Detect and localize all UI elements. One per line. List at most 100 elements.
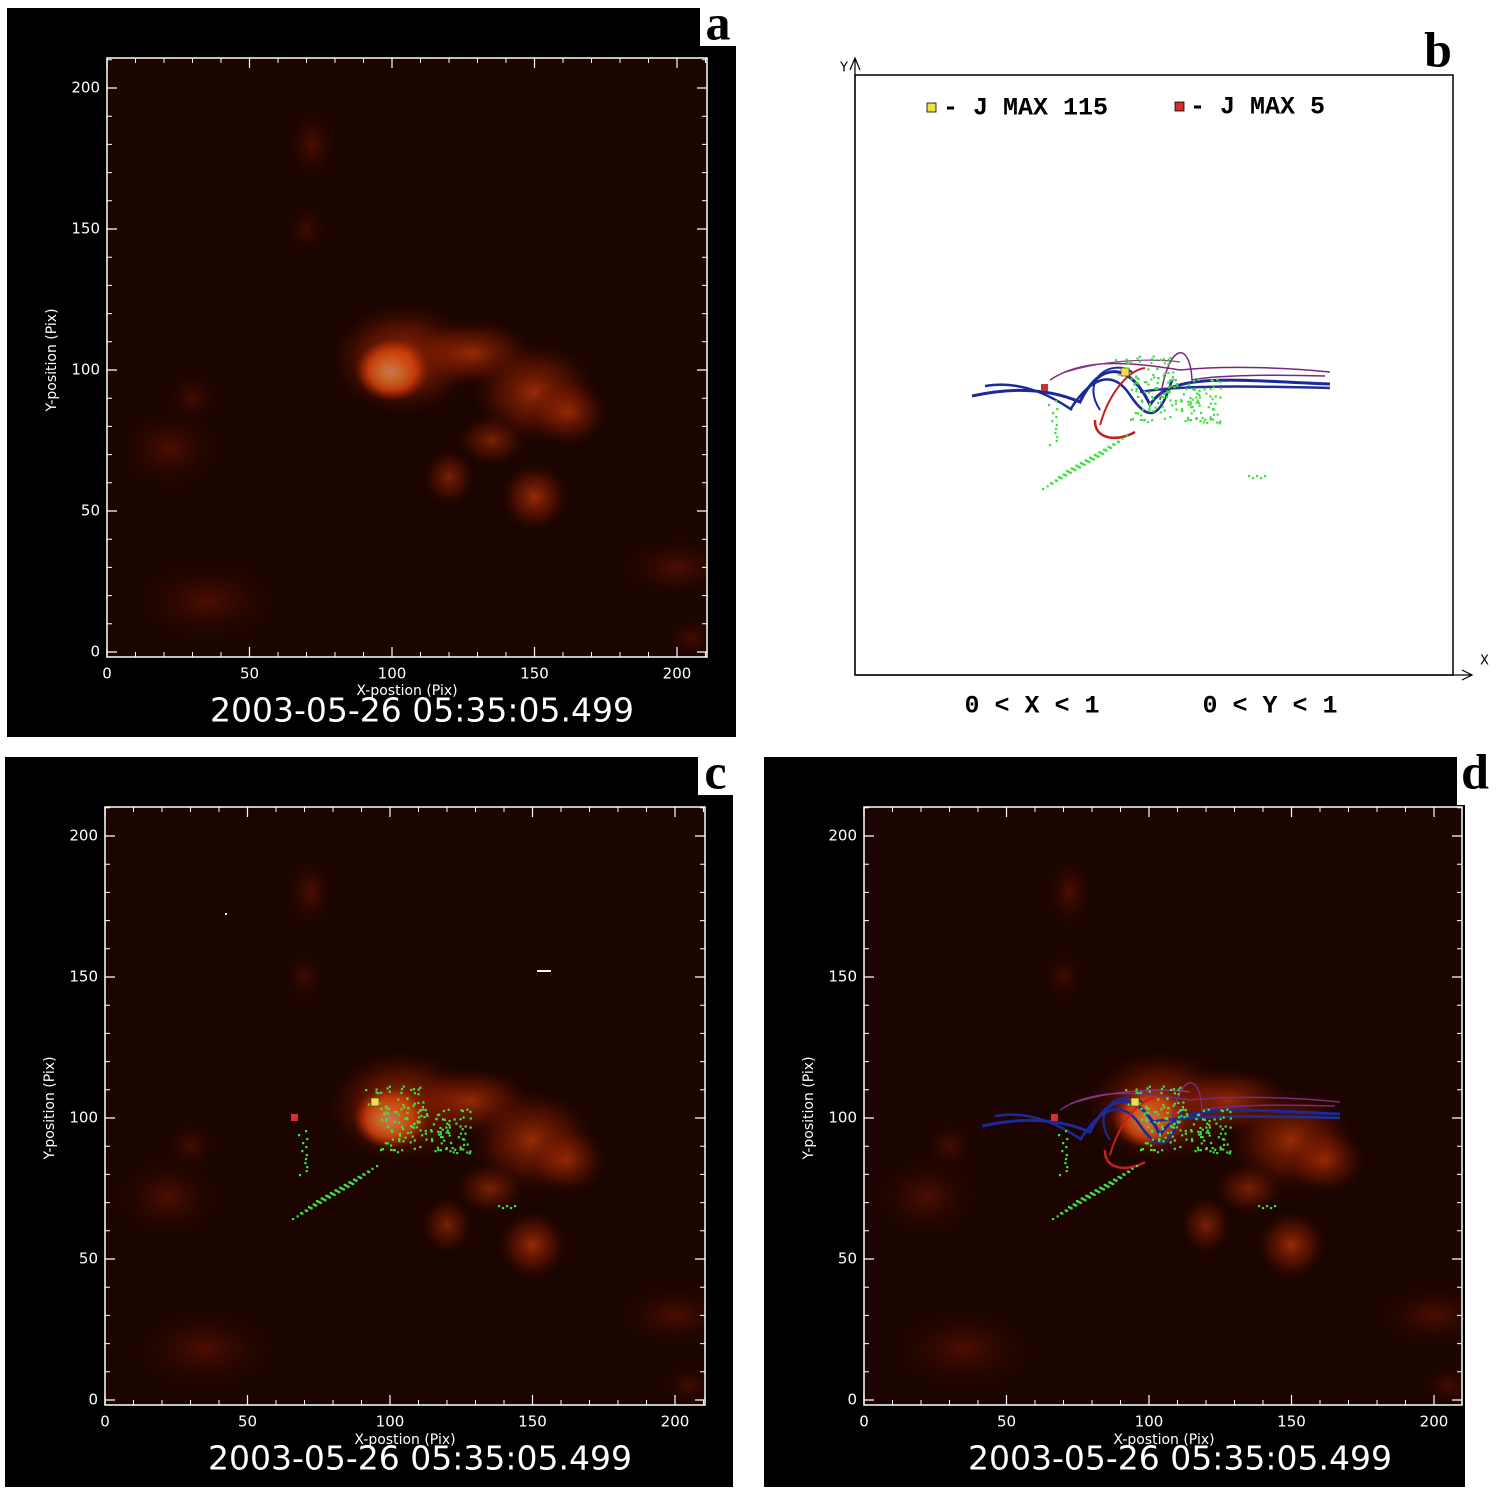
current-point bbox=[1140, 399, 1143, 402]
current-point bbox=[1214, 1148, 1217, 1151]
current-point bbox=[1093, 453, 1096, 456]
current-point bbox=[1218, 422, 1221, 425]
current-point bbox=[1155, 1111, 1158, 1114]
y-tick-label: 150 bbox=[69, 968, 98, 986]
current-point bbox=[1092, 1193, 1095, 1196]
x-tick-label: 100 bbox=[378, 665, 407, 683]
current-point bbox=[1083, 463, 1086, 466]
current-point bbox=[1151, 398, 1155, 401]
current-point bbox=[397, 1121, 401, 1124]
current-point bbox=[1256, 475, 1259, 478]
current-point bbox=[1150, 1129, 1153, 1132]
current-point bbox=[1125, 1089, 1128, 1092]
current-point bbox=[1224, 1132, 1227, 1135]
current-point bbox=[318, 1201, 321, 1204]
current-point bbox=[466, 1143, 469, 1146]
current-point bbox=[1136, 357, 1139, 360]
current-point bbox=[1148, 1085, 1151, 1088]
current-point bbox=[401, 1128, 405, 1131]
current-point bbox=[411, 1135, 414, 1138]
current-point bbox=[1062, 473, 1065, 476]
current-point bbox=[1095, 1189, 1098, 1192]
current-point bbox=[1177, 1121, 1180, 1124]
current-point bbox=[1052, 1218, 1055, 1221]
emission-region bbox=[164, 370, 221, 427]
legend-text: - J MAX 115 bbox=[943, 94, 1108, 123]
current-point bbox=[390, 1129, 393, 1132]
x-tick-label: 0 bbox=[102, 665, 112, 683]
y-axis-letter: Y bbox=[839, 61, 848, 76]
x-tick-label: 200 bbox=[1420, 1413, 1449, 1431]
current-point bbox=[380, 1107, 383, 1110]
current-point bbox=[1161, 1149, 1164, 1152]
current-point bbox=[1194, 1150, 1197, 1153]
current-point bbox=[1161, 405, 1164, 408]
current-point bbox=[1167, 391, 1170, 394]
current-point bbox=[421, 1106, 424, 1109]
current-point bbox=[452, 1151, 455, 1154]
current-point bbox=[422, 1108, 425, 1111]
current-point bbox=[1209, 418, 1212, 421]
current-point bbox=[401, 1149, 404, 1152]
current-point bbox=[305, 1154, 308, 1157]
current-point bbox=[459, 1118, 462, 1121]
current-point bbox=[1051, 420, 1054, 423]
current-point bbox=[1204, 418, 1207, 421]
current-point bbox=[445, 1126, 448, 1129]
current-point bbox=[1102, 1188, 1105, 1191]
current-point bbox=[441, 1118, 445, 1121]
current-point bbox=[1177, 1088, 1180, 1091]
current-point bbox=[1135, 1091, 1138, 1094]
current-point bbox=[448, 1131, 451, 1135]
current-point bbox=[1112, 1183, 1115, 1186]
emission-region bbox=[1043, 852, 1095, 932]
y-tick-label: 150 bbox=[71, 220, 100, 238]
current-point bbox=[1086, 460, 1090, 463]
current-point bbox=[1069, 1206, 1072, 1209]
field-line bbox=[1139, 385, 1331, 394]
jmax-marker bbox=[1041, 384, 1048, 391]
x-tick-label: 100 bbox=[1135, 1413, 1164, 1431]
current-point bbox=[1073, 1203, 1076, 1207]
current-point bbox=[1214, 402, 1217, 405]
current-point bbox=[354, 1179, 357, 1182]
current-point bbox=[1169, 1125, 1172, 1128]
current-point bbox=[1089, 1191, 1092, 1195]
x-tick-label: 50 bbox=[238, 1413, 257, 1431]
emission-region bbox=[1419, 1363, 1462, 1405]
current-point bbox=[1211, 1147, 1214, 1150]
current-point bbox=[1138, 360, 1141, 363]
current-point bbox=[1162, 1103, 1165, 1107]
current-point bbox=[438, 1113, 441, 1116]
current-point bbox=[1080, 1197, 1083, 1200]
current-point bbox=[1108, 1181, 1111, 1184]
current-point bbox=[1152, 410, 1155, 413]
current-point bbox=[1220, 1109, 1223, 1112]
current-point bbox=[1199, 1131, 1202, 1134]
current-point bbox=[1153, 376, 1156, 379]
current-point bbox=[1079, 1201, 1082, 1204]
current-point bbox=[1137, 395, 1140, 398]
current-point bbox=[1169, 399, 1172, 402]
emission-region bbox=[110, 1151, 225, 1243]
current-point bbox=[308, 1206, 311, 1209]
current-point bbox=[439, 1136, 443, 1139]
current-point bbox=[1110, 447, 1113, 450]
current-point bbox=[402, 1103, 405, 1107]
current-point bbox=[388, 1085, 391, 1088]
current-point bbox=[1074, 469, 1077, 472]
current-point bbox=[349, 1181, 352, 1184]
current-point bbox=[313, 1203, 316, 1207]
current-point bbox=[1148, 402, 1151, 406]
current-point bbox=[1168, 379, 1172, 382]
current-point bbox=[435, 1117, 438, 1121]
current-point bbox=[1148, 404, 1152, 407]
current-point bbox=[1172, 1104, 1175, 1107]
y-tick-label: 100 bbox=[828, 1109, 857, 1127]
current-point bbox=[1103, 1183, 1106, 1186]
current-point bbox=[1161, 1128, 1165, 1131]
current-point bbox=[460, 1109, 463, 1112]
current-point bbox=[417, 1116, 421, 1119]
emission-region bbox=[283, 200, 330, 258]
